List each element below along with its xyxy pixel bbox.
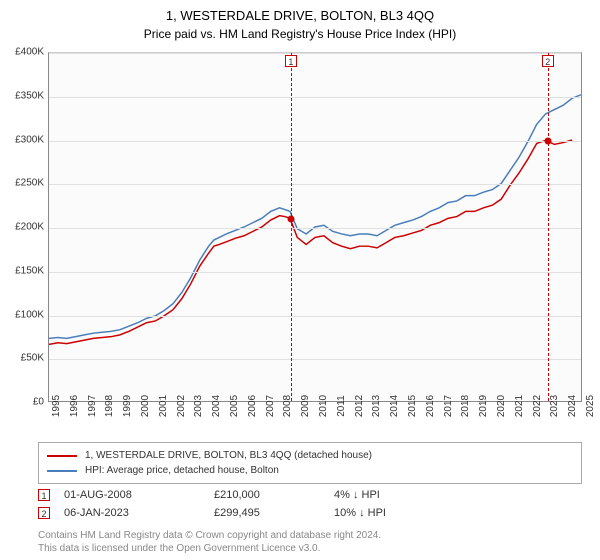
gridline [49,272,581,273]
note-date: 01-AUG-2008 [64,489,214,501]
chart-svg [49,53,581,401]
marker-vline-1 [291,53,292,401]
gridline [49,359,581,360]
x-axis-label: 2014 [389,395,400,417]
legend-box: 1, WESTERDALE DRIVE, BOLTON, BL3 4QQ (de… [38,442,582,484]
legend-item: HPI: Average price, detached house, Bolt… [47,463,573,478]
gridline [49,97,581,98]
y-axis-label: £250K [4,178,44,189]
x-axis-label: 1999 [122,395,133,417]
legend-swatch [47,455,77,457]
note-delta: 4% ↓ HPI [334,489,380,501]
chart-subtitle: Price paid vs. HM Land Registry's House … [0,23,600,49]
x-axis-label: 2019 [478,395,489,417]
chart-title: 1, WESTERDALE DRIVE, BOLTON, BL3 4QQ [0,0,600,23]
footer-line1: Contains HM Land Registry data © Crown c… [38,530,381,541]
x-axis-label: 2017 [443,395,454,417]
x-axis-label: 2022 [532,395,543,417]
note-marker: 2 [38,507,50,519]
legend-item: 1, WESTERDALE DRIVE, BOLTON, BL3 4QQ (de… [47,448,573,463]
x-axis-label: 2000 [140,395,151,417]
y-axis-label: £300K [4,134,44,145]
x-axis-label: 1995 [51,395,62,417]
marker-notes: 1 01-AUG-2008£210,0004% ↓ HPI 2 06-JAN-2023… [38,486,582,522]
legend-label: HPI: Average price, detached house, Bolt… [85,465,279,476]
x-axis-label: 1996 [69,395,80,417]
legend-label: 1, WESTERDALE DRIVE, BOLTON, BL3 4QQ (de… [85,450,372,461]
y-axis-label: £100K [4,309,44,320]
x-axis-label: 2005 [229,395,240,417]
gridline [49,228,581,229]
x-axis-label: 2007 [265,395,276,417]
marker-label-2: 2 [542,55,554,67]
note-marker: 1 [38,489,50,501]
note-price: £210,000 [214,489,334,501]
series-property [49,140,572,344]
x-axis-label: 2012 [354,395,365,417]
note-delta: 10% ↓ HPI [334,507,386,519]
x-axis-label: 2001 [158,395,169,417]
chart-container: 1, WESTERDALE DRIVE, BOLTON, BL3 4QQ Pri… [0,0,600,560]
y-axis-label: £350K [4,90,44,101]
x-axis-label: 2011 [336,395,347,417]
x-axis-label: 2015 [407,395,418,417]
gridline [49,53,581,54]
x-axis-label: 2010 [318,395,329,417]
y-axis-label: £0 [4,397,44,408]
plot-area: 12 [48,52,582,402]
y-axis-label: £150K [4,265,44,276]
x-axis-label: 2002 [176,395,187,417]
note-row-2: 2 06-JAN-2023£299,49510% ↓ HPI [38,504,582,522]
footer-line2: This data is licensed under the Open Gov… [38,543,320,554]
gridline [49,141,581,142]
x-axis-label: 2009 [300,395,311,417]
x-axis-label: 2018 [460,395,471,417]
x-axis-label: 1997 [87,395,98,417]
x-axis-label: 2021 [514,395,525,417]
x-axis-label: 2013 [371,395,382,417]
x-axis-label: 2016 [425,395,436,417]
x-axis-label: 2003 [193,395,204,417]
x-axis-label: 2006 [247,395,258,417]
marker-dot-2 [544,137,551,144]
gridline [49,184,581,185]
note-row-1: 1 01-AUG-2008£210,0004% ↓ HPI [38,486,582,504]
x-axis-label: 2025 [585,395,596,417]
y-axis-label: £200K [4,222,44,233]
marker-dot-1 [287,216,294,223]
x-axis-label: 2008 [282,395,293,417]
footer-text: Contains HM Land Registry data © Crown c… [38,530,582,555]
x-axis-label: 1998 [104,395,115,417]
x-axis-label: 2024 [567,395,578,417]
marker-label-1: 1 [285,55,297,67]
marker-vline-2 [548,53,549,401]
y-axis-label: £400K [4,47,44,58]
y-axis-label: £50K [4,353,44,364]
x-axis-label: 2020 [496,395,507,417]
note-date: 06-JAN-2023 [64,507,214,519]
x-axis-label: 2004 [211,395,222,417]
gridline [49,316,581,317]
x-axis-label: 2023 [549,395,560,417]
note-price: £299,495 [214,507,334,519]
legend-swatch [47,470,77,472]
series-hpi [49,95,581,339]
